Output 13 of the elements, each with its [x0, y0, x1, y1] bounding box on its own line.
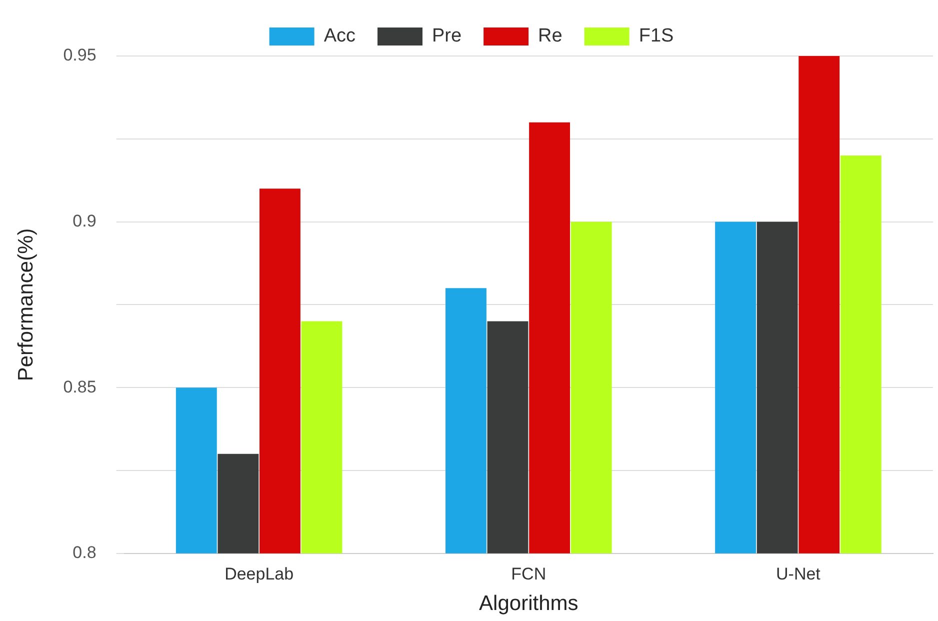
y-axis-title: Performance(%)	[14, 228, 38, 382]
legend-label: Re	[538, 26, 562, 47]
x-tick-label: DeepLab	[224, 564, 294, 584]
legend-label: Pre	[432, 26, 462, 47]
y-tick-label: 0.95	[63, 46, 96, 65]
y-tick-label: 0.9	[72, 211, 96, 230]
legend-label: Acc	[324, 26, 356, 47]
x-tick-label: U-Net	[776, 564, 821, 584]
x-tick-label: FCN	[511, 564, 546, 584]
y-tick-label: 0.85	[63, 377, 96, 396]
x-axis-title: Algorithms	[479, 592, 578, 616]
y-tick-label: 0.8	[72, 543, 96, 562]
legend-label: F1S	[638, 26, 674, 47]
